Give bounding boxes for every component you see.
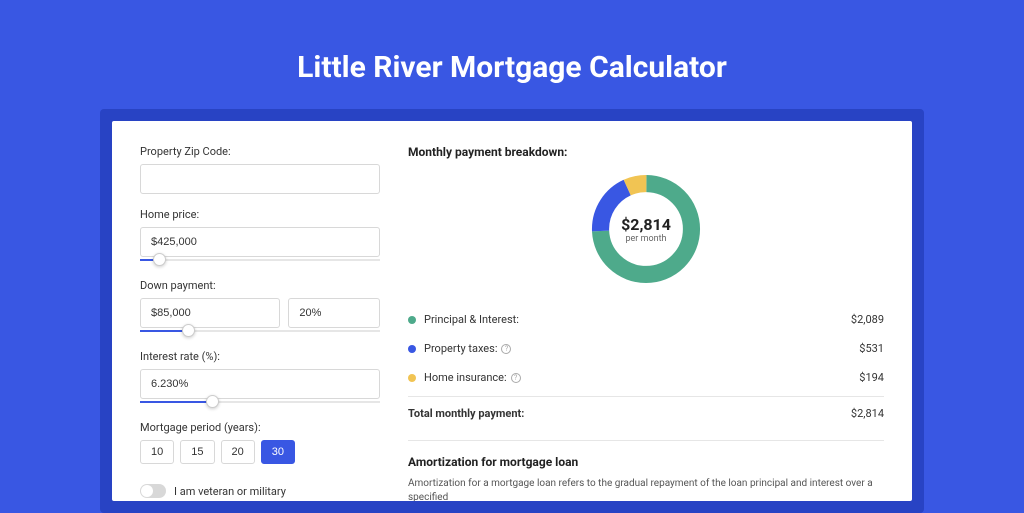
zip-label: Property Zip Code: <box>140 145 380 158</box>
veteran-toggle[interactable] <box>140 484 166 498</box>
breakdown-title: Monthly payment breakdown: <box>408 145 884 159</box>
legend-row-ins: Home insurance: ?$194 <box>408 363 884 392</box>
amortization-text: Amortization for a mortgage loan refers … <box>408 477 884 501</box>
interest-slider[interactable] <box>140 397 380 407</box>
veteran-row: I am veteran or military <box>140 484 380 498</box>
zip-input[interactable] <box>140 164 380 194</box>
interest-input[interactable] <box>140 369 380 399</box>
zip-field: Property Zip Code: <box>140 145 380 194</box>
home-price-label: Home price: <box>140 208 380 221</box>
period-option-30[interactable]: 30 <box>261 440 295 464</box>
home-price-field: Home price: <box>140 208 380 265</box>
donut-sub: per month <box>625 234 666 244</box>
donut-amount: $2,814 <box>621 215 671 234</box>
donut-chart: $2,814 per month <box>408 169 884 289</box>
legend-dot-icon <box>408 345 416 353</box>
legend-dot-icon <box>408 374 416 382</box>
down-payment-input[interactable] <box>140 298 280 328</box>
legend-dot-icon <box>408 316 416 324</box>
legend-label: Principal & Interest: <box>424 313 851 326</box>
info-icon[interactable]: ? <box>501 344 511 354</box>
interest-label: Interest rate (%): <box>140 350 380 363</box>
breakdown-panel: Monthly payment breakdown: $2,814 per mo… <box>408 145 884 501</box>
legend-row-pi: Principal & Interest:$2,089 <box>408 305 884 334</box>
down-payment-slider[interactable] <box>140 326 380 336</box>
period-option-15[interactable]: 15 <box>180 440 214 464</box>
card-backdrop: Property Zip Code: Home price: Down paym… <box>100 109 924 513</box>
home-price-input[interactable] <box>140 227 380 257</box>
legend-label: Property taxes: ? <box>424 342 859 355</box>
total-row: Total monthly payment: $2,814 <box>408 396 884 428</box>
period-option-10[interactable]: 10 <box>140 440 174 464</box>
period-label: Mortgage period (years): <box>140 421 380 434</box>
legend-row-tax: Property taxes: ?$531 <box>408 334 884 363</box>
legend: Principal & Interest:$2,089Property taxe… <box>408 305 884 392</box>
down-payment-field: Down payment: <box>140 279 380 336</box>
legend-value: $2,089 <box>851 313 884 326</box>
amortization-section: Amortization for mortgage loan Amortizat… <box>408 440 884 501</box>
period-field: Mortgage period (years): 1015 2030 <box>140 421 380 464</box>
form-panel: Property Zip Code: Home price: Down paym… <box>140 145 380 501</box>
period-option-20[interactable]: 20 <box>221 440 255 464</box>
veteran-label: I am veteran or military <box>174 485 286 498</box>
interest-field: Interest rate (%): <box>140 350 380 407</box>
period-options: 1015 2030 <box>140 440 380 464</box>
total-value: $2,814 <box>851 407 884 420</box>
legend-label: Home insurance: ? <box>424 371 859 384</box>
legend-value: $531 <box>859 342 884 355</box>
legend-value: $194 <box>859 371 884 384</box>
down-payment-label: Down payment: <box>140 279 380 292</box>
amortization-title: Amortization for mortgage loan <box>408 455 884 469</box>
page-title: Little River Mortgage Calculator <box>100 50 924 85</box>
total-label: Total monthly payment: <box>408 407 851 420</box>
calculator-card: Property Zip Code: Home price: Down paym… <box>112 121 912 501</box>
info-icon[interactable]: ? <box>511 373 521 383</box>
down-payment-pct-input[interactable] <box>288 298 380 328</box>
home-price-slider[interactable] <box>140 255 380 265</box>
